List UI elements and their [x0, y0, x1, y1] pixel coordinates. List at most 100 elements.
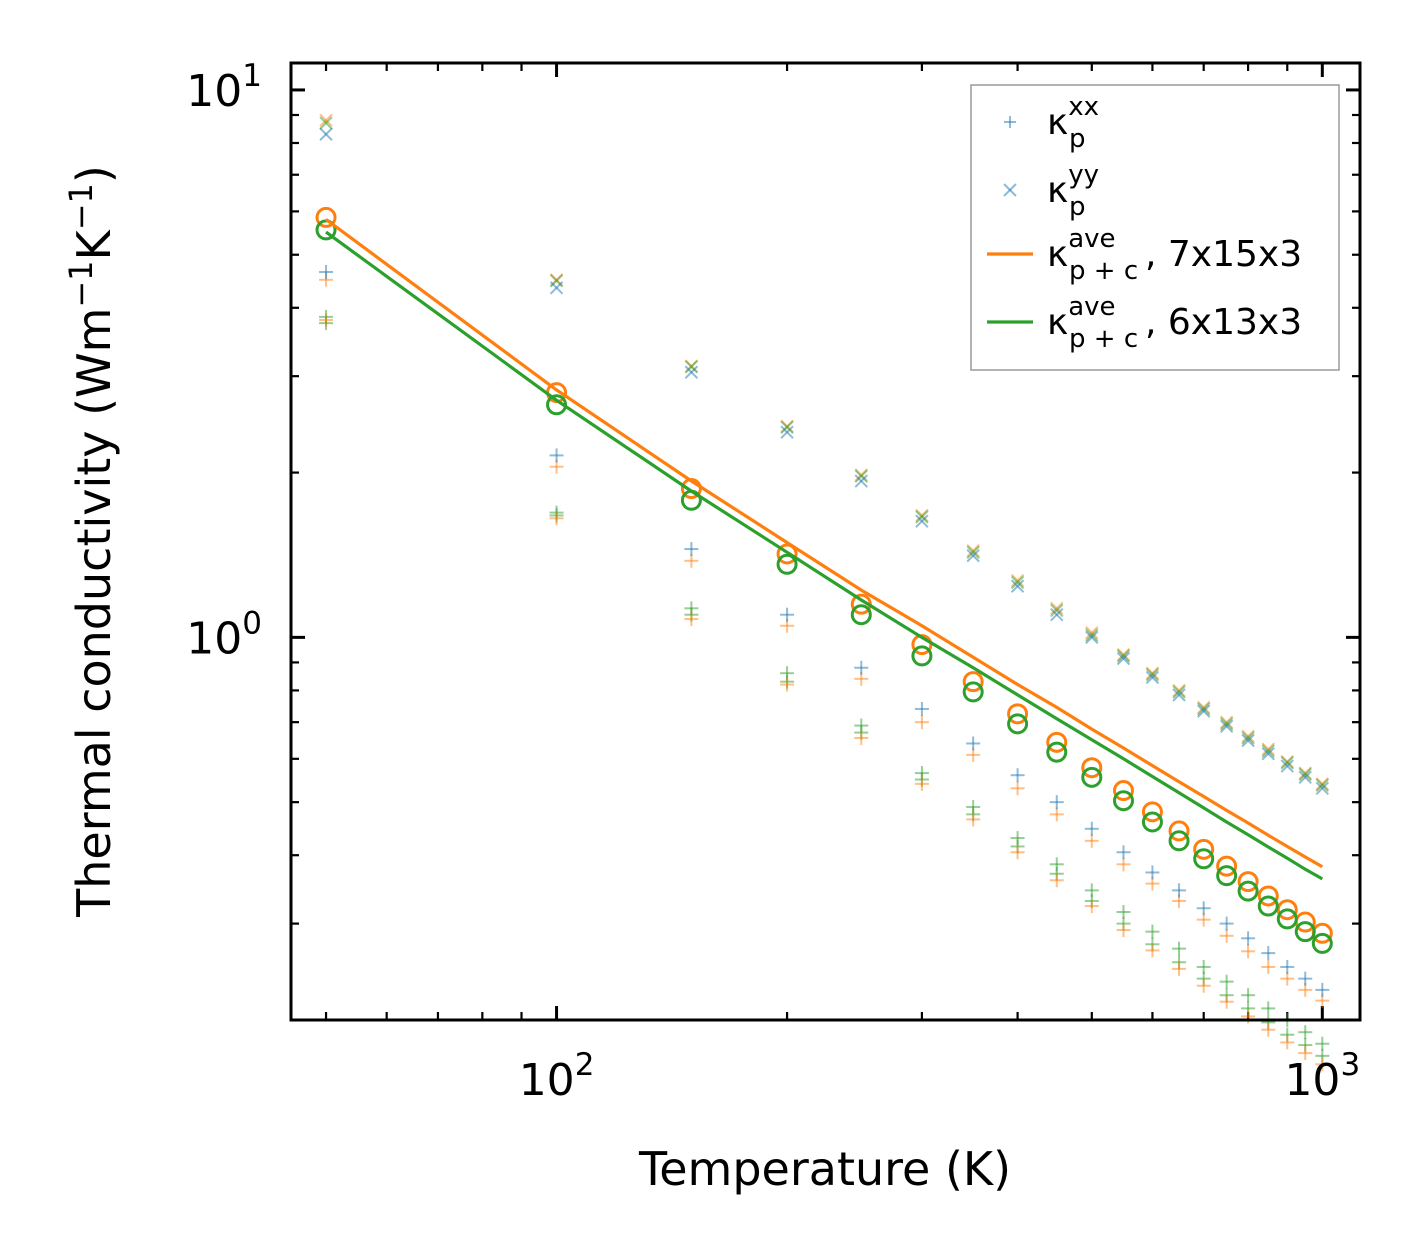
circle-marker: [1046, 741, 1068, 763]
x-marker: [1315, 781, 1330, 796]
major-ticks: [291, 63, 1360, 1020]
y-tick-label: 101: [186, 58, 262, 117]
series-3: [319, 116, 1330, 792]
plus-marker: [914, 776, 929, 791]
plus-marker: [1298, 1025, 1313, 1040]
x-marker: [1172, 683, 1186, 698]
plus-marker: [1219, 916, 1234, 931]
legend-label: κxx p: [1047, 92, 1099, 154]
plus-marker: [1049, 795, 1064, 810]
circle-marker: [1193, 848, 1215, 870]
circle-marker: [1257, 885, 1279, 907]
x-axis-title: Temperature (K): [638, 1142, 1011, 1196]
legend-item: κave p + c, 6x13x3: [987, 292, 1302, 354]
legend-label: κyy p: [1047, 160, 1099, 222]
plus-marker: [1145, 865, 1160, 880]
plus-marker: [1172, 883, 1187, 898]
plus-marker: [914, 715, 929, 730]
y-axis-title: Thermal conductivity (Wm−1K−1): [62, 165, 121, 918]
plus-marker: [684, 542, 699, 557]
circle-marker: [1237, 880, 1259, 902]
circle-marker: [1112, 790, 1134, 812]
plus-marker: [684, 612, 699, 627]
x-marker: [966, 548, 980, 563]
plus-marker: [1010, 831, 1025, 846]
circle-marker: [1081, 766, 1103, 788]
plus-marker: [780, 607, 795, 622]
plus-marker: [1261, 946, 1276, 961]
x-marker: [1010, 579, 1025, 593]
plus-marker: [1116, 905, 1131, 920]
x-marker: [684, 360, 699, 374]
x-marker: [1010, 573, 1025, 588]
legend-item: κxx p: [1004, 92, 1099, 154]
x-marker: [1219, 715, 1234, 729]
x-marker: [1315, 778, 1330, 792]
plus-marker: [1196, 901, 1211, 916]
x-marker: [1050, 601, 1064, 616]
series-10: [325, 218, 1324, 869]
x-marker: [1116, 651, 1131, 666]
x-marker: [1172, 688, 1186, 702]
x-marker: [1196, 704, 1211, 718]
circle-marker: [1007, 713, 1029, 735]
plus-marker: [1315, 1036, 1330, 1051]
series-layer: [315, 113, 1333, 1072]
x-tick-label: 102: [519, 1047, 595, 1106]
circle-marker: [1141, 801, 1163, 823]
plus-marker: [1261, 1022, 1276, 1037]
plus-marker: [854, 718, 869, 733]
x-marker: [1145, 667, 1160, 682]
x-marker: [915, 514, 929, 528]
plus-marker: [1172, 961, 1187, 976]
circle-marker: [1007, 703, 1029, 725]
plus-marker: [1219, 974, 1234, 989]
x-marker: [1085, 628, 1099, 642]
plus-marker: [1241, 988, 1256, 1003]
x-marker: [319, 127, 333, 141]
plus-marker: [1219, 928, 1234, 943]
plus-marker: [1298, 1046, 1313, 1061]
plus-marker: [780, 677, 795, 692]
plus-marker: [1280, 1035, 1295, 1050]
x-marker: [854, 469, 868, 483]
plus-marker: [1241, 931, 1256, 946]
plus-marker: [1084, 821, 1099, 836]
x-marker: [1261, 744, 1275, 758]
legend-item: κyy p: [1003, 160, 1099, 222]
plus-marker: [854, 730, 869, 745]
plus-marker: [1261, 959, 1276, 974]
circle-marker: [1081, 757, 1103, 779]
plus-marker: [1084, 899, 1099, 914]
plus-marker: [1196, 978, 1211, 993]
circle-marker: [962, 681, 984, 703]
plus-marker: [1116, 923, 1131, 938]
circle-marker: [911, 645, 933, 667]
legend-label: κave p + c, 7x15x3: [1047, 224, 1302, 286]
legend-label: κave p + c, 6x13x3: [1047, 292, 1302, 354]
x-marker: [1241, 729, 1255, 743]
plus-marker: [1010, 845, 1025, 860]
x-marker: [1241, 733, 1255, 748]
x-marker: [1298, 770, 1312, 785]
circle-marker: [1216, 855, 1238, 877]
plus-marker: [914, 701, 929, 716]
plus-marker: [319, 312, 334, 327]
plus-marker: [966, 736, 981, 751]
plus-marker: [1049, 873, 1064, 888]
series-2: [319, 309, 1330, 1063]
x-marker: [1050, 608, 1064, 622]
x-marker: [1172, 685, 1186, 699]
circle-marker: [1257, 895, 1279, 917]
circle-marker: [1216, 865, 1238, 887]
x-marker: [1085, 630, 1099, 645]
plus-marker: [1315, 1057, 1330, 1072]
plus-marker: [1145, 943, 1160, 958]
x-marker: [684, 365, 699, 379]
plus-marker: [854, 660, 869, 675]
plus-marker: [319, 264, 334, 279]
circle-marker: [1311, 932, 1333, 954]
plus-marker: [1298, 971, 1313, 986]
circle-marker: [1046, 731, 1068, 753]
